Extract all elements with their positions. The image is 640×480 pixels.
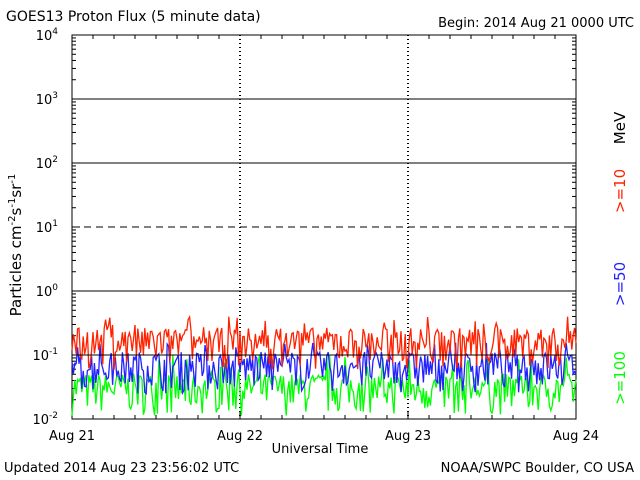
y-tick-label: 10-2 xyxy=(32,411,58,428)
y-tick-label: 10-1 xyxy=(32,347,58,364)
y-tick-label: 100 xyxy=(36,283,59,300)
y-axis-label-exp2: -1 xyxy=(7,197,18,208)
series-line-10 xyxy=(71,315,577,370)
x-tick-label: Aug 21 xyxy=(49,429,95,444)
y-axis-label: Particles cm-2s-1sr-1 xyxy=(7,173,25,317)
legend-series-ge10: >=10 xyxy=(611,168,629,214)
series-line-100 xyxy=(71,354,577,416)
x-tick-label: Aug 24 xyxy=(553,429,599,444)
y-axis-label-exp1: -2 xyxy=(7,215,18,226)
credit-label: NOAA/SWPC Boulder, CO USA xyxy=(440,461,634,476)
y-tick-label: 101 xyxy=(36,219,58,236)
energy-unit-label: MeV xyxy=(611,111,629,145)
y-tick-label: 102 xyxy=(36,155,58,172)
begin-time-label: Begin: 2014 Aug 21 0000 UTC xyxy=(438,16,634,31)
y-axis-label-exp3: -1 xyxy=(7,173,18,184)
y-axis-label-sr: sr xyxy=(7,183,25,198)
updated-timestamp: Updated 2014 Aug 23 23:56:02 UTC xyxy=(4,461,240,476)
x-tick-label: Aug 22 xyxy=(217,429,263,444)
chart-title: GOES13 Proton Flux (5 minute data) xyxy=(6,9,261,25)
y-tick-label: 103 xyxy=(36,91,58,108)
legend-series-ge50: >=50 xyxy=(611,261,629,307)
legend-series-ge100: >=100 xyxy=(611,351,629,405)
x-axis-label: Universal Time xyxy=(271,442,369,457)
y-axis-label-text: Particles cm xyxy=(7,225,25,317)
x-tick-label: Aug 23 xyxy=(385,429,431,444)
y-axis-label-s: s xyxy=(7,207,25,216)
series-line-50 xyxy=(71,342,577,396)
y-tick-label: 104 xyxy=(36,27,59,44)
